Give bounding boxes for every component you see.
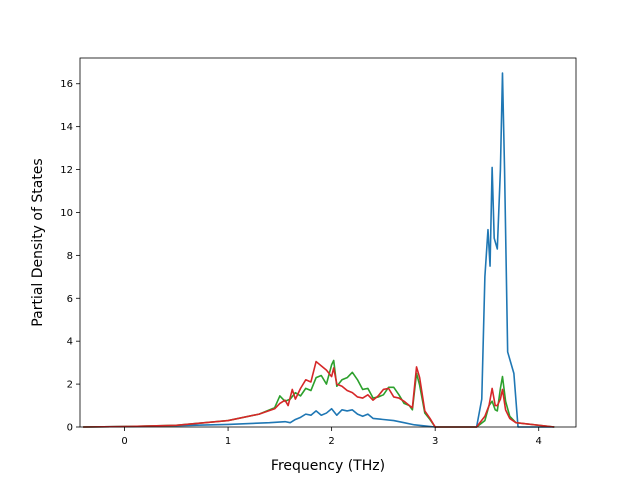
y-tick-label: 8 bbox=[67, 251, 73, 262]
x-tick-label: 3 bbox=[432, 436, 438, 447]
x-tick-label: 4 bbox=[536, 436, 542, 447]
series-line-3 bbox=[83, 360, 555, 428]
y-tick-label: 14 bbox=[60, 122, 73, 133]
y-axis-label: Partial Density of States bbox=[30, 158, 46, 326]
x-tick-label: 0 bbox=[121, 436, 127, 447]
y-tick-label: 16 bbox=[60, 79, 73, 90]
y-tick-label: 2 bbox=[67, 380, 73, 391]
y-tick-label: 0 bbox=[67, 423, 73, 434]
y-tick-label: 4 bbox=[67, 337, 73, 348]
x-tick-label: 2 bbox=[328, 436, 334, 447]
series-line-1 bbox=[83, 72, 555, 428]
y-tick-label: 6 bbox=[67, 294, 73, 305]
y-axis-ticks: 0 2 4 6 8 10 12 14 16 bbox=[60, 79, 80, 434]
series-line-2 bbox=[83, 359, 555, 428]
plot-frame bbox=[79, 57, 577, 428]
x-axis-ticks: 0 1 2 3 4 bbox=[121, 427, 542, 447]
x-tick-label: 1 bbox=[225, 436, 231, 447]
y-tick-label: 12 bbox=[60, 165, 73, 176]
x-axis-label: Frequency (THz) bbox=[271, 458, 385, 474]
y-tick-label: 10 bbox=[60, 208, 73, 219]
series-layer bbox=[83, 72, 555, 428]
